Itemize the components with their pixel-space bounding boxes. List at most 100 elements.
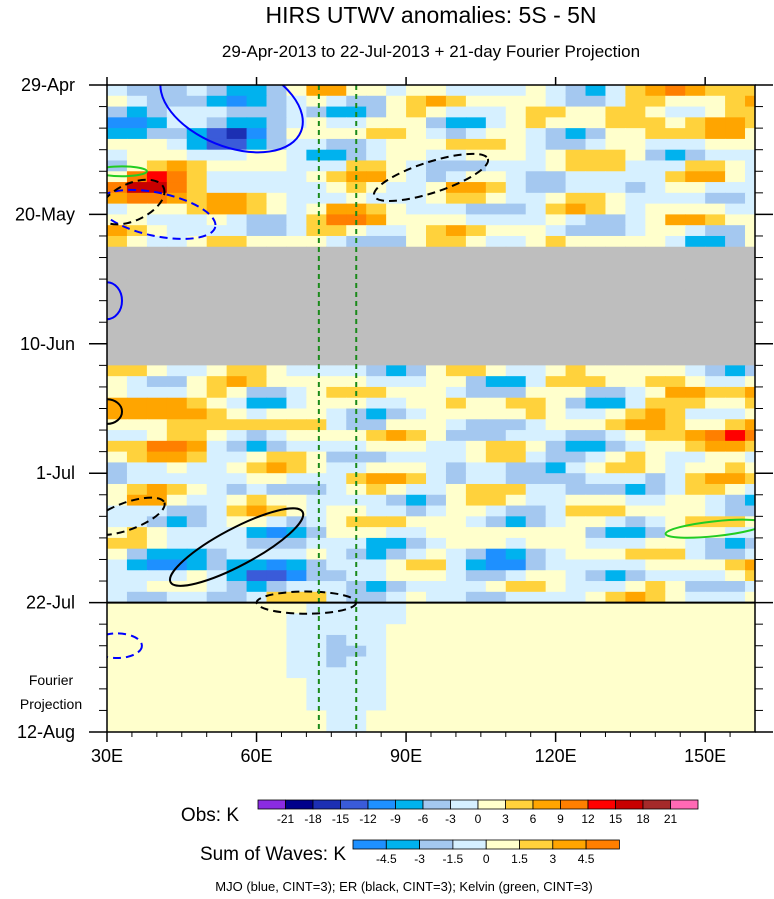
field-cell [246,149,268,162]
field-cell [545,192,567,205]
field-cell [206,602,228,614]
field-cell [386,559,407,571]
field-cell [386,149,407,162]
field-cell [226,376,248,388]
field-cell [306,710,327,722]
field-cell [426,279,447,291]
field-cell [545,624,567,636]
field-cell [565,634,587,647]
field-cell [126,462,148,474]
field-cell [386,117,407,129]
field-cell [645,386,666,399]
field-cell [445,171,467,183]
field-cell [465,451,487,464]
field-cell [505,548,527,561]
field-cell [525,688,547,701]
field-cell [166,235,188,248]
field-cell [186,268,208,280]
field-cell [166,462,188,474]
field-cell [725,279,746,291]
field-cell [206,279,228,291]
field-cell [426,160,447,172]
field-cell [266,182,288,194]
field-cell [326,699,347,712]
field-cell [306,494,327,507]
field-cell [485,656,507,668]
field-cell [246,559,268,571]
field-cell [545,85,567,97]
field-cell [485,138,507,151]
field-cell [226,721,248,732]
field-cell [525,203,547,215]
field-cell [525,246,547,259]
field-cell [545,419,567,431]
field-cell [525,440,547,453]
field-cell [306,591,327,604]
field-cell [126,128,148,140]
field-cell [206,721,228,732]
field-cell [386,354,407,366]
field-cell [346,85,367,97]
field-cell [725,699,746,712]
field-cell [306,451,327,464]
field-cell [146,376,168,388]
field-cell [386,699,407,712]
field-cell [565,171,587,183]
field-cell [266,419,288,431]
field-cell [545,225,567,237]
field-cell [445,343,467,356]
field-cell [386,581,407,593]
field-cell [366,365,387,377]
field-cell [545,667,567,679]
field-cell [545,430,567,442]
field-cell [685,548,706,561]
field-cell [306,624,327,636]
field-cell [545,537,567,550]
field-cell [525,527,547,539]
field-cell [126,279,148,291]
field-cell [146,138,168,151]
field-cell [107,182,128,194]
field-cell [585,268,607,280]
field-cell [745,634,755,647]
field-cell [426,440,447,453]
field-cell [286,171,307,183]
field-cell [146,451,168,464]
field-cell [585,527,607,539]
field-cell [286,613,307,625]
field-cell [625,376,646,388]
field-cell [565,333,587,345]
field-cell [406,473,427,485]
field-cell [107,516,128,528]
field-cell [445,473,467,485]
field-cell [605,483,626,496]
field-cell [525,343,547,356]
field-cell [725,483,746,496]
field-cell [585,192,607,205]
field-cell [465,591,487,604]
field-cell [186,225,208,237]
field-cell [485,613,507,625]
field-cell [326,279,347,291]
field-cell [665,710,686,722]
field-cell [605,678,626,690]
field-cell [146,333,168,345]
field-cell [685,138,706,151]
waves-colorbar-swatch [485,839,520,850]
anomaly-field [107,85,755,732]
field-cell [465,699,487,712]
field-cell [266,354,288,366]
field-cell [366,160,387,172]
field-cell [505,117,527,129]
chart-subtitle: 29-Apr-2013 to 22-Jul-2013 + 21-day Four… [222,42,640,61]
field-cell [386,688,407,701]
field-cell [326,182,347,194]
field-cell [545,645,567,658]
field-cell [605,516,626,528]
field-cell [286,106,307,118]
field-cell [505,430,527,442]
field-cell [306,149,327,162]
field-cell [326,128,347,140]
field-cell [366,408,387,420]
field-cell [605,268,626,280]
